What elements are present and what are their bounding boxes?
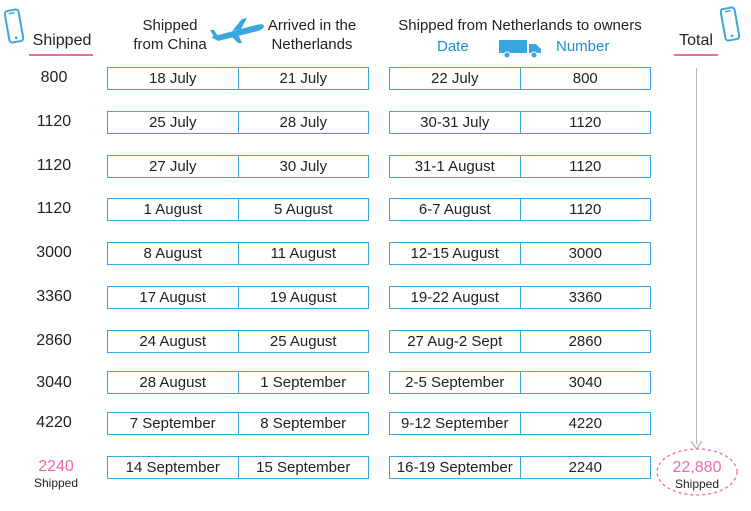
owner-ship-number: 1120 (519, 156, 651, 177)
owner-ship-number: 3000 (519, 243, 651, 264)
china-to-nl-box: 17 August 19 August (107, 286, 369, 309)
nl-to-owners-box: 31-1 August 1120 (389, 155, 651, 178)
row-shipped-value: 1120 (36, 157, 72, 174)
arrived-nl-date: 21 July (237, 68, 369, 89)
owner-ship-number: 800 (519, 68, 651, 89)
nl-to-owners-box: 16-19 September 2240 (389, 456, 651, 479)
arrived-line2: Netherlands (271, 36, 353, 53)
china-to-nl-box: 28 August 1 September (107, 371, 369, 394)
shipped-from-china-date: 27 July (148, 158, 197, 175)
shipped-from-china-date: 18 July (148, 70, 197, 87)
shipped-header-underline (29, 54, 93, 56)
arrived-nl-date: 25 August (237, 331, 369, 352)
row-shipped-value: 800 (40, 69, 68, 86)
total-arrow-line (696, 68, 697, 444)
arrived-nl-date: 28 July (237, 112, 369, 133)
shipped-from-nl-header: Shipped from Netherlands to owners (398, 17, 642, 34)
arrived-nl-date: 5 August (237, 199, 369, 220)
date-header: Date (437, 38, 469, 55)
owner-ship-date: 9-12 September (400, 415, 509, 432)
owner-ship-date: 16-19 September (396, 459, 513, 476)
nl-to-owners-box: 9-12 September 4220 (389, 412, 651, 435)
row-shipped-sub-label: Shipped (33, 476, 79, 490)
shipped-from-china-date: 17 August (139, 289, 207, 306)
owner-ship-date: 12-15 August (410, 245, 499, 262)
shipped-from-china-date: 24 August (139, 333, 207, 350)
owner-ship-number: 4220 (519, 413, 651, 434)
phone-icon (720, 6, 740, 42)
china-to-nl-box: 24 August 25 August (107, 330, 369, 353)
row-shipped-value: 2860 (36, 332, 72, 349)
china-to-nl-box: 7 September 8 September (107, 412, 369, 435)
owner-ship-date: 27 Aug-2 Sept (407, 333, 503, 350)
row-shipped-value: 1120 (36, 113, 72, 130)
row-shipped-value: 3000 (36, 244, 72, 261)
owner-ship-date: 19-22 August (410, 289, 499, 306)
arrived-nl-date: 30 July (237, 156, 369, 177)
china-to-nl-box: 18 July 21 July (107, 67, 369, 90)
shipped-from-china-line1: Shipped (142, 17, 198, 34)
shipped-header: Shipped (32, 32, 92, 49)
number-header: Number (556, 38, 610, 55)
shipped-from-china-line2: from China (133, 36, 207, 53)
row-shipped-value: 2240 (38, 458, 74, 475)
nl-to-owners-box: 22 July 800 (389, 67, 651, 90)
arrived-nl-date: 19 August (237, 287, 369, 308)
china-to-nl-box: 1 August 5 August (107, 198, 369, 221)
china-to-nl-box: 25 July 28 July (107, 111, 369, 134)
owner-ship-number: 1120 (519, 199, 651, 220)
nl-to-owners-box: 12-15 August 3000 (389, 242, 651, 265)
shipped-from-china-header: Shipped from China (120, 16, 220, 54)
total-header-underline (674, 54, 718, 56)
owner-ship-date: 2-5 September (405, 374, 505, 391)
nl-to-owners-box: 27 Aug-2 Sept 2860 (389, 330, 651, 353)
phone-icon (4, 8, 24, 44)
china-to-nl-box: 14 September 15 September (107, 456, 369, 479)
shipped-from-china-date: 25 July (148, 114, 197, 131)
shipped-from-china-date: 7 September (129, 415, 216, 432)
owner-ship-date: 22 July (430, 70, 479, 87)
nl-to-owners-box: 2-5 September 3040 (389, 371, 651, 394)
owner-ship-date: 31-1 August (414, 158, 495, 175)
shipped-from-china-date: 28 August (139, 374, 207, 391)
owner-ship-number: 2860 (519, 331, 651, 352)
owner-ship-date: 30-31 July (420, 114, 490, 131)
arrived-nl-date: 1 September (237, 372, 369, 393)
arrived-nl-date: 11 August (237, 243, 369, 264)
owner-ship-number: 1120 (519, 112, 651, 133)
arrived-nl-date: 8 September (237, 413, 369, 434)
owner-ship-number: 3040 (519, 372, 651, 393)
nl-to-owners-box: 30-31 July 1120 (389, 111, 651, 134)
total-label: Shipped (674, 477, 720, 491)
arrived-header: Arrived in the Netherlands (256, 16, 368, 54)
total-header: Total (679, 32, 713, 49)
shipped-from-china-date: 1 August (143, 201, 202, 218)
shipped-from-china-date: 8 August (143, 245, 202, 262)
arrived-nl-date: 15 September (237, 457, 369, 478)
owner-ship-number: 2240 (519, 457, 651, 478)
owner-ship-date: 6-7 August (418, 201, 491, 218)
nl-to-owners-box: 6-7 August 1120 (389, 198, 651, 221)
total-value: 22,880 (672, 459, 722, 476)
china-to-nl-box: 27 July 30 July (107, 155, 369, 178)
row-shipped-value: 3040 (36, 374, 72, 391)
shipped-from-china-date: 14 September (125, 459, 220, 476)
china-to-nl-box: 8 August 11 August (107, 242, 369, 265)
arrived-line1: Arrived in the (267, 17, 357, 34)
airplane-icon (210, 18, 264, 43)
row-shipped-value: 3360 (36, 288, 72, 305)
nl-to-owners-box: 19-22 August 3360 (389, 286, 651, 309)
owner-ship-number: 3360 (519, 287, 651, 308)
truck-icon (499, 40, 541, 59)
row-shipped-value: 1120 (36, 200, 72, 217)
total-dashed-circle (656, 448, 738, 496)
row-shipped-value: 4220 (36, 414, 72, 431)
